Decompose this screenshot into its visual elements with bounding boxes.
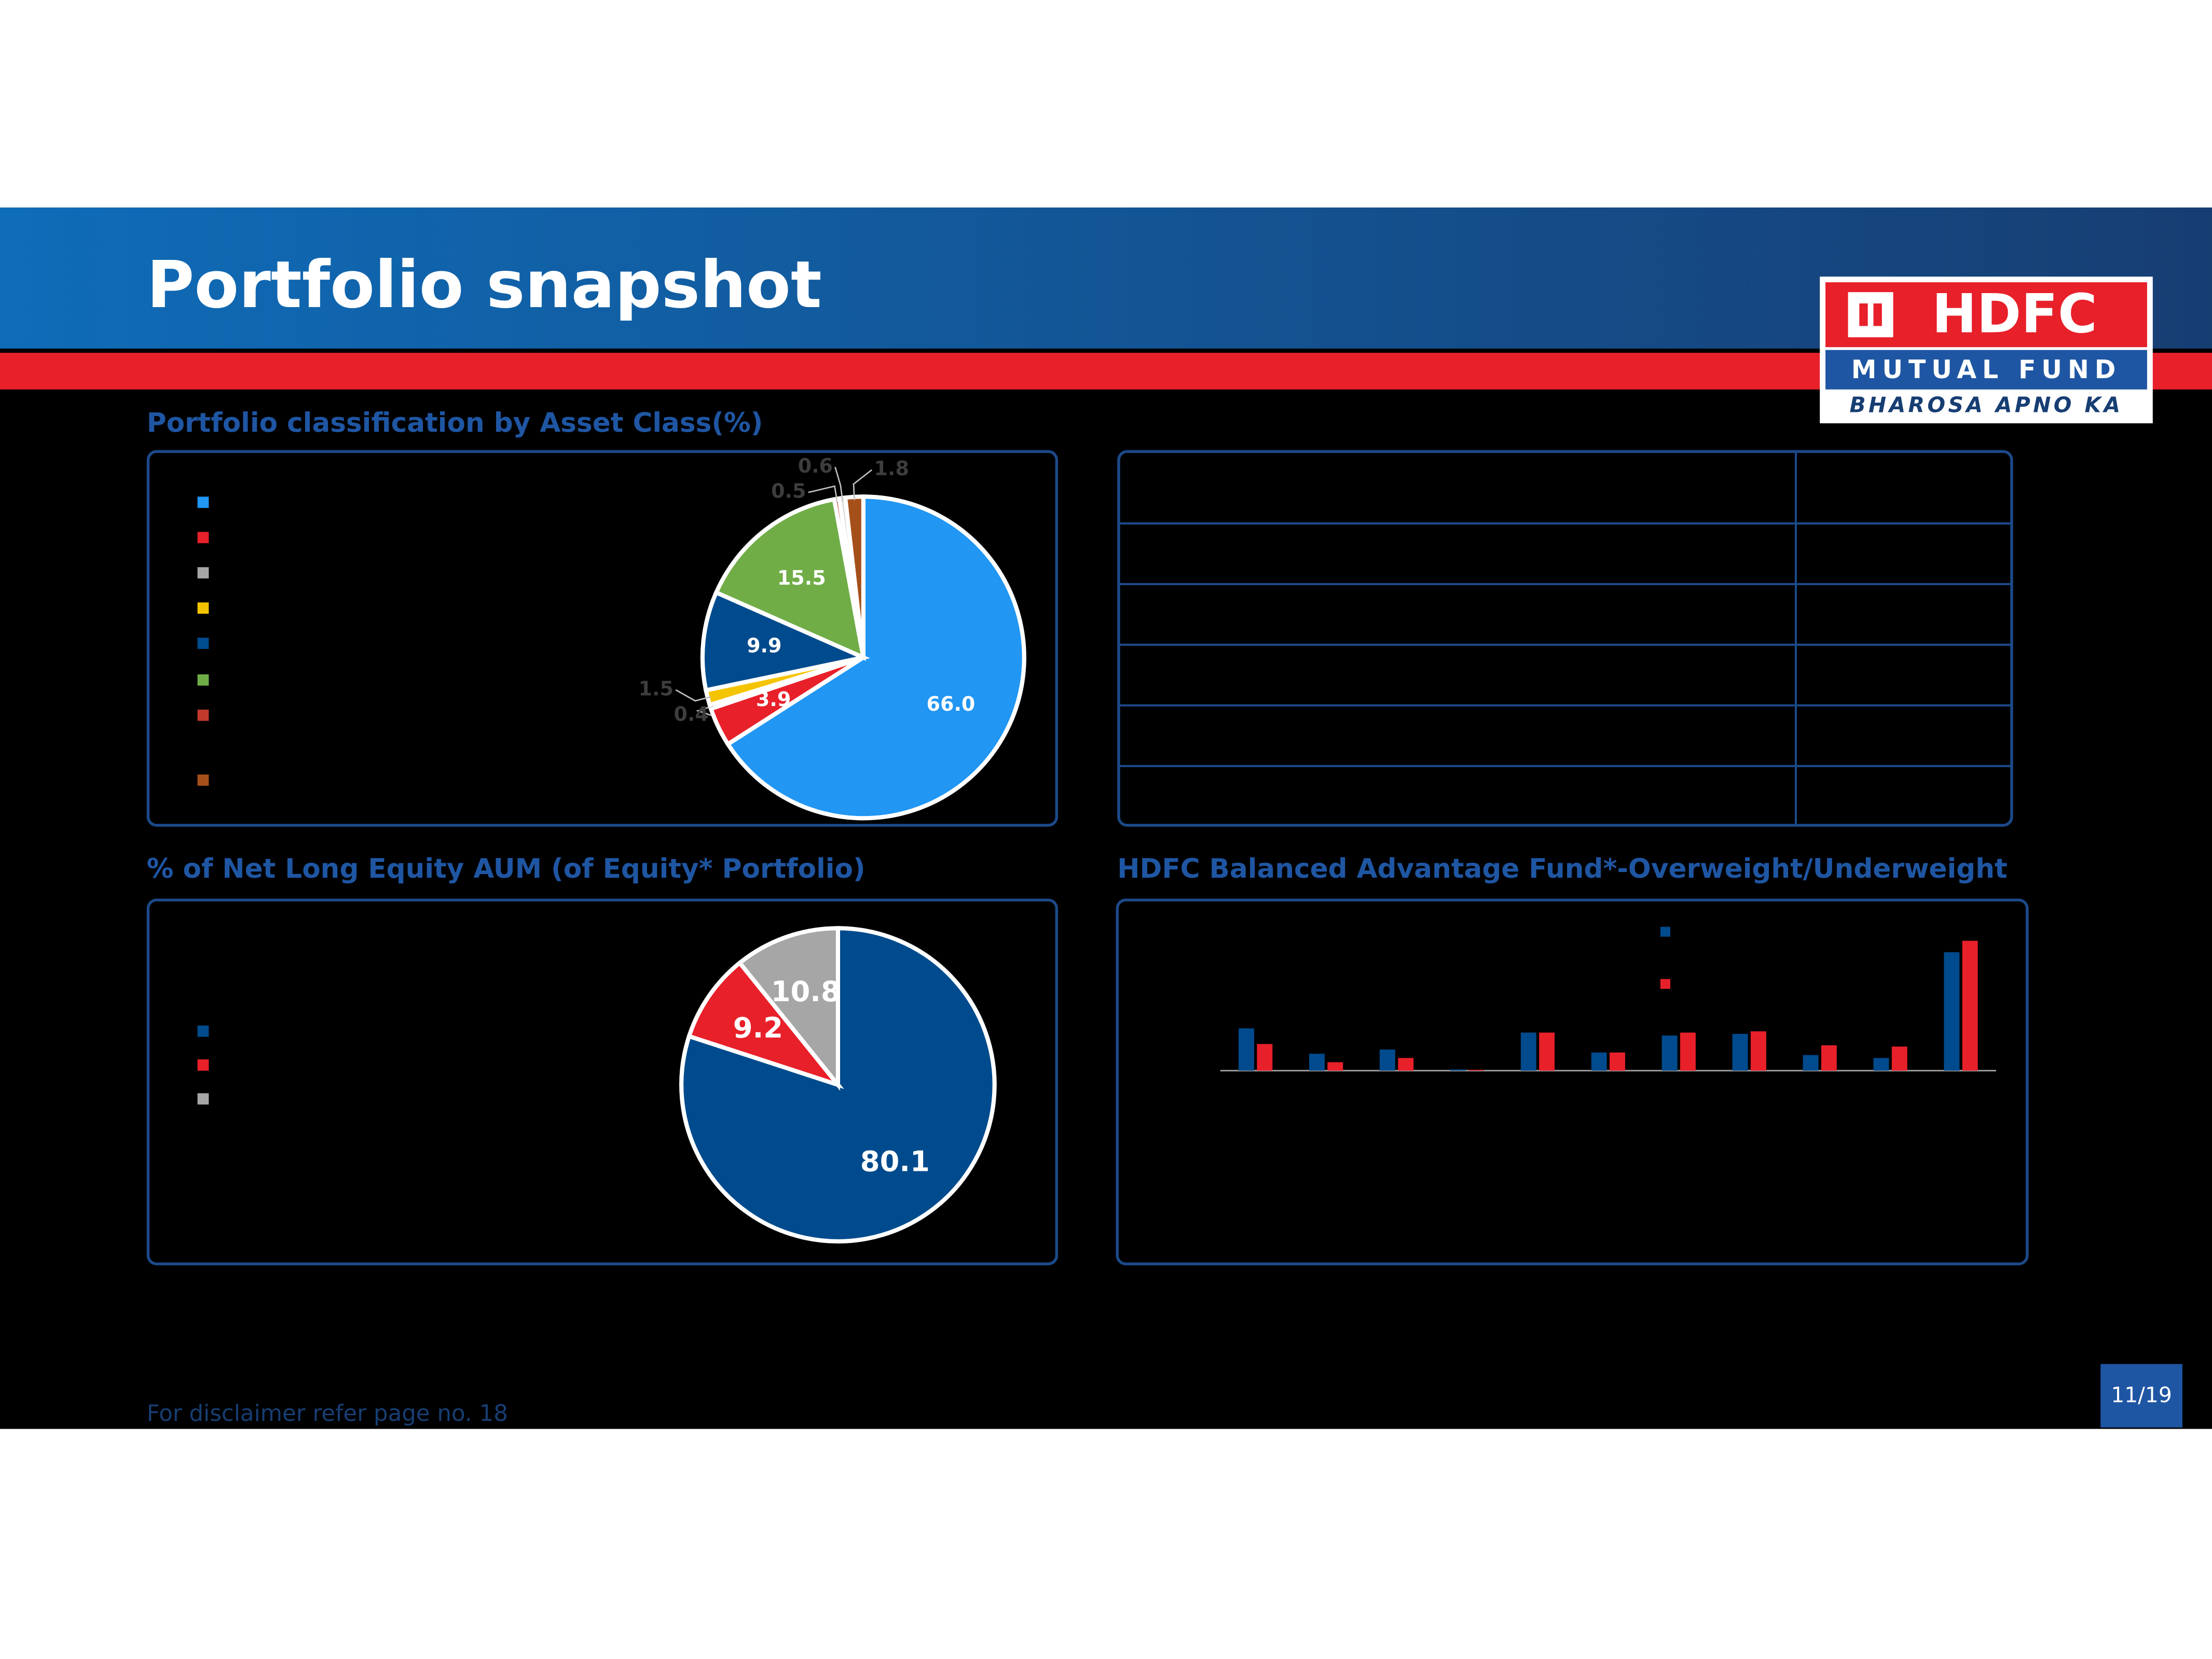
panel <box>146 450 1059 827</box>
bar <box>1732 1033 1748 1071</box>
legend-marker <box>197 638 209 649</box>
data-label: 0.6 <box>798 454 833 477</box>
legend <box>197 496 1670 1105</box>
legend-marker <box>1660 927 1670 937</box>
bar <box>1520 1032 1536 1071</box>
bar <box>1468 1070 1485 1071</box>
data-label: 9.2 <box>733 1012 783 1044</box>
bar <box>1327 1062 1343 1071</box>
section-title: Portfolio classification by Asset Class(… <box>147 408 763 439</box>
leader-line <box>808 485 838 502</box>
pie-slice <box>686 960 844 1089</box>
bar <box>1450 1069 1466 1071</box>
bar <box>1379 1049 1395 1071</box>
bar <box>1873 1058 1889 1071</box>
section-title: HDFC Balanced Advantage Fund*-Overweight… <box>1117 853 2007 884</box>
bar <box>1944 952 1960 1071</box>
data-label: 66.0 <box>927 693 976 715</box>
legend-marker <box>197 709 209 721</box>
logo-blue <box>1825 350 2147 390</box>
legend-marker <box>197 496 209 508</box>
data-label: 80.1 <box>860 1145 930 1178</box>
panel <box>146 898 1059 1266</box>
panel <box>1117 450 2013 827</box>
bar <box>1591 1052 1607 1071</box>
pie-slice <box>713 496 867 661</box>
bar <box>1750 1031 1766 1071</box>
bar <box>1821 1045 1837 1071</box>
data-label: 1.8 <box>874 457 909 480</box>
pie-slice <box>736 926 841 1091</box>
logo-line1: MUTUAL FUND <box>1851 355 2121 384</box>
bar <box>1803 1055 1819 1071</box>
bar <box>1962 941 1978 1071</box>
leader-line <box>675 689 711 702</box>
leader-line <box>834 466 844 502</box>
bar <box>1661 1035 1678 1071</box>
bar <box>1680 1032 1696 1071</box>
section-title: % of Net Long Equity AUM (of Equity* Por… <box>147 853 865 884</box>
data-label: 0.4 <box>674 702 708 725</box>
data-label: 1.5 <box>639 677 674 700</box>
legend-marker <box>197 1025 209 1037</box>
bar <box>1398 1058 1414 1071</box>
data-label: 0.5 <box>771 480 806 503</box>
legend-marker <box>197 674 209 686</box>
logo-line2: BHAROSA APNO KA <box>1850 392 2123 417</box>
legend-marker <box>197 567 209 579</box>
pie-slice <box>700 589 871 693</box>
legend-marker <box>197 1093 209 1105</box>
bar <box>1891 1046 1907 1071</box>
bar <box>1239 1028 1254 1071</box>
bar <box>1610 1052 1625 1071</box>
legend-marker <box>197 532 209 544</box>
legend-marker <box>197 602 209 614</box>
table-grid <box>1118 451 2012 825</box>
leader-line <box>853 469 873 501</box>
leader-line <box>696 705 714 716</box>
legend-marker <box>1660 979 1670 989</box>
legend-marker <box>197 1059 209 1071</box>
logo-brand: HDFC <box>1932 283 2097 345</box>
logo-icon-bar <box>1867 300 1874 329</box>
pie-slice <box>725 494 1026 821</box>
disclaimer: For disclaimer refer page no. 18 <box>147 1401 508 1427</box>
data-label: 9.9 <box>747 634 781 657</box>
page-badge <box>2100 1364 2182 1428</box>
panel <box>1116 898 2029 1266</box>
bar <box>1539 1032 1555 1071</box>
page-number: 11/19 <box>2111 1382 2172 1407</box>
bar <box>1309 1054 1325 1071</box>
slide-title: Portfolio snapshot <box>147 247 822 323</box>
legend-marker <box>197 774 209 786</box>
data-label: 10.8 <box>771 975 841 1008</box>
data-label: 15.5 <box>777 566 826 589</box>
bar <box>1257 1044 1273 1071</box>
